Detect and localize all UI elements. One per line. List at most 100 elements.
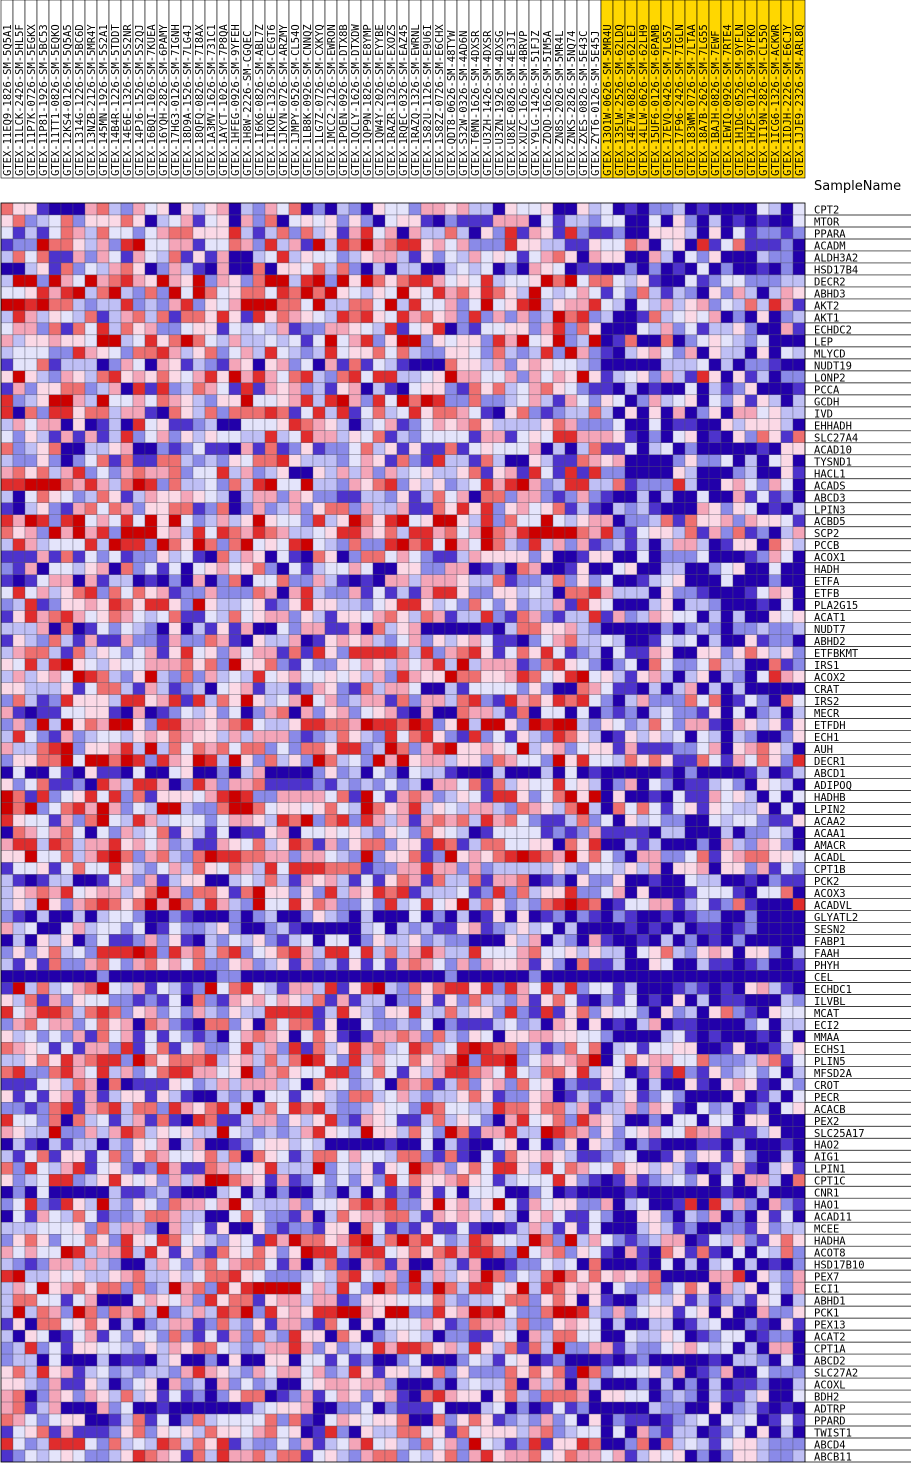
heatmap-cell (744, 934, 758, 947)
heatmap-cell (600, 526, 614, 539)
heatmap-cell (456, 754, 470, 767)
heatmap-cell (240, 466, 254, 479)
heatmap-cell (480, 238, 494, 252)
column-label: GTEX-1H8W-2226-SM-CGQEC (242, 31, 254, 176)
heatmap-cell (528, 514, 542, 527)
heatmap-cell (120, 394, 134, 408)
heatmap-cell (228, 430, 242, 443)
heatmap-cell (228, 850, 242, 863)
heatmap-cell (696, 1054, 710, 1067)
heatmap-cell (336, 682, 350, 695)
heatmap-cell (756, 418, 770, 431)
heatmap-cell (156, 982, 170, 995)
heatmap-cell (204, 634, 218, 647)
column-label: GTEX-1QCLY-1626-SM-DTXDW (350, 24, 362, 176)
heatmap-cell (180, 226, 194, 240)
heatmap-cell (576, 442, 590, 455)
heatmap-cell (72, 1042, 86, 1055)
heatmap-cell (0, 298, 14, 312)
heatmap-cell (612, 1042, 626, 1055)
heatmap-cell (624, 526, 638, 539)
heatmap-cell (288, 202, 302, 216)
heatmap-cell (24, 922, 38, 935)
heatmap-cell (108, 958, 122, 971)
heatmap-cell (0, 406, 14, 420)
heatmap-cell (12, 898, 26, 911)
heatmap-cell (624, 238, 638, 252)
heatmap-cell (552, 502, 566, 515)
heatmap-cell (132, 442, 146, 455)
heatmap-cell (252, 562, 266, 575)
heatmap-cell (12, 274, 26, 288)
heatmap-cell (240, 910, 254, 923)
heatmap-cell (348, 862, 362, 875)
heatmap-cell (48, 754, 62, 767)
heatmap-cell (600, 1042, 614, 1055)
heatmap-cell (600, 694, 614, 707)
heatmap-cell (684, 922, 698, 935)
heatmap-cell (36, 958, 50, 971)
heatmap-cell (684, 418, 698, 431)
heatmap-cell (768, 658, 782, 671)
heatmap-cell (300, 886, 314, 899)
heatmap-cell (72, 1006, 86, 1019)
heatmap-cell (96, 886, 110, 899)
heatmap-cell (468, 226, 482, 240)
heatmap-cell (696, 838, 710, 851)
heatmap-cell (744, 322, 758, 336)
heatmap-cell (204, 850, 218, 863)
heatmap-cell (396, 934, 410, 947)
heatmap-cell (564, 838, 578, 851)
heatmap-cell (36, 634, 50, 647)
heatmap-cell (36, 442, 50, 455)
heatmap-cell (600, 934, 614, 947)
heatmap-cell (204, 286, 218, 300)
heatmap-cell (84, 406, 98, 420)
column-label: GTEX-ZYT6-0126-SM-5E45J (590, 31, 602, 176)
heatmap-cell (24, 778, 38, 791)
heatmap-cell (696, 202, 710, 216)
heatmap-cell (648, 562, 662, 575)
heatmap-cell (696, 466, 710, 479)
heatmap-cell (420, 838, 434, 851)
heatmap-cell (696, 1030, 710, 1043)
heatmap-cell (696, 1006, 710, 1019)
heatmap-cell (720, 922, 734, 935)
heatmap-cell (684, 1006, 698, 1019)
heatmap-cell (336, 442, 350, 455)
heatmap-cell (120, 694, 134, 707)
heatmap-cell (192, 850, 206, 863)
heatmap-cell (144, 358, 158, 372)
heatmap-cell (576, 286, 590, 300)
heatmap-cell (480, 394, 494, 408)
heatmap-cell (432, 430, 446, 443)
heatmap-cell (36, 466, 50, 479)
heatmap-cell (636, 874, 650, 887)
heatmap-cell (192, 826, 206, 839)
heatmap-cell (480, 1042, 494, 1055)
heatmap-cell (216, 226, 230, 240)
heatmap-cell (564, 202, 578, 216)
heatmap-cell (360, 718, 374, 731)
heatmap-cell (756, 358, 770, 372)
heatmap-cell (204, 970, 218, 983)
heatmap-cell (660, 898, 674, 911)
heatmap-cell (516, 946, 530, 959)
heatmap-cell (696, 1042, 710, 1055)
heatmap-cell (24, 946, 38, 959)
heatmap-cell (156, 766, 170, 779)
heatmap-cell (396, 262, 410, 276)
heatmap-cell (744, 634, 758, 647)
heatmap-cell (624, 574, 638, 587)
heatmap-cell (156, 706, 170, 719)
heatmap-cell (468, 706, 482, 719)
heatmap-cell (12, 730, 26, 743)
heatmap-cell (36, 406, 50, 420)
heatmap-cell (576, 970, 590, 983)
heatmap-cell (240, 646, 254, 659)
heatmap-cell (612, 922, 626, 935)
heatmap-cell (300, 406, 314, 420)
heatmap-cell (768, 334, 782, 348)
heatmap-cell (108, 862, 122, 875)
heatmap-cell (552, 574, 566, 587)
